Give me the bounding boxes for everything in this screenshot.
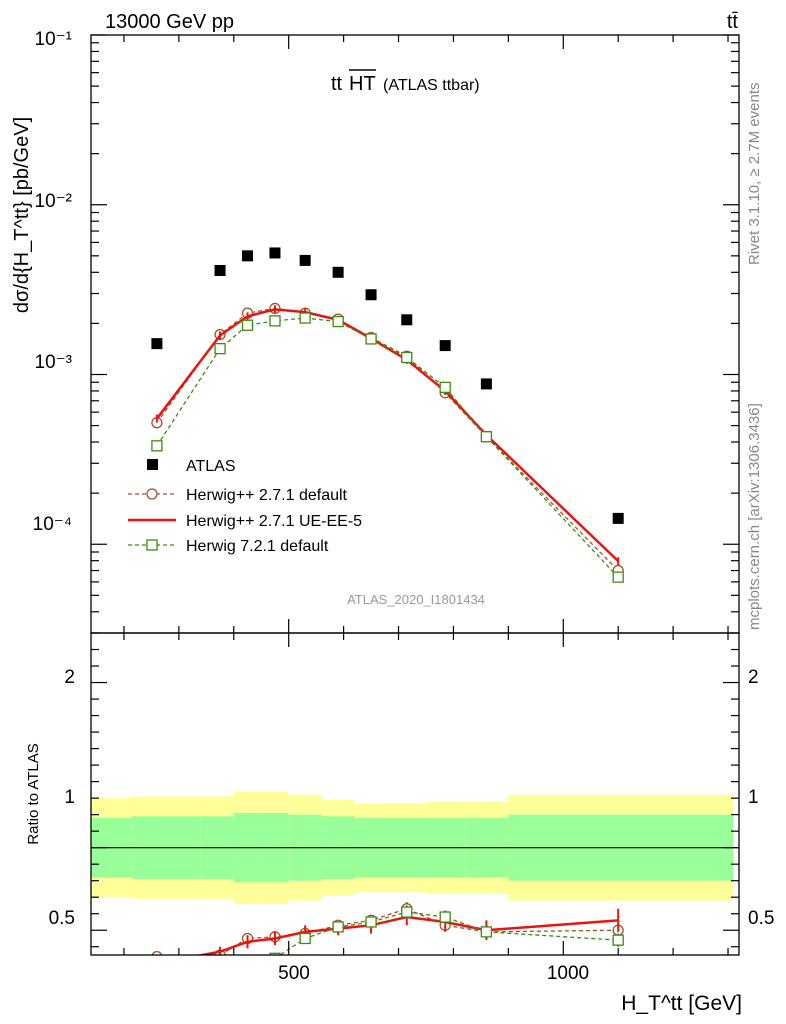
plot-title-main: tt	[331, 73, 343, 95]
atlas-data-point	[151, 338, 163, 350]
legend-label-herwigpp-default: Herwig++ 2.7.1 default	[186, 487, 348, 504]
ytick-label-1e-3: 10⁻³	[35, 352, 73, 373]
legend-label-herwig7: Herwig 7.2.1 default	[186, 538, 329, 555]
xaxis-label: H_T^tt [GeV]	[621, 992, 742, 1015]
legend-marker-atlas	[147, 459, 158, 470]
herwig7-point	[151, 440, 163, 452]
herwig7-point	[480, 431, 493, 443]
atlas-data-point	[214, 264, 226, 276]
atlas-data-point	[612, 512, 624, 524]
ratio-ytick-right-1: 1	[748, 787, 759, 808]
ytick-label-1e-1: 10⁻¹	[35, 29, 73, 50]
herwig7-point	[332, 315, 344, 328]
herwig7-point	[241, 319, 254, 331]
ratio-herwig7-point	[152, 967, 162, 977]
ratio-panel: Ratio to ATLAS 2 1 0.5 2 1 0.5 500 1000 …	[25, 632, 774, 1015]
ratio-ytick-right-2: 2	[748, 667, 759, 688]
ratio-herwig7-point	[365, 916, 377, 928]
atlas-data-point	[242, 250, 254, 262]
ytick-label-1e-4: 10⁻⁴	[33, 514, 72, 535]
ratio-ytick-left-2: 2	[64, 667, 75, 688]
ratio-herwig7-point	[269, 952, 281, 955]
atlas-data-point	[365, 289, 377, 301]
atlas-data-point	[480, 378, 492, 390]
legend-marker-herwigpp-default	[146, 488, 158, 500]
ratio-herwig7-point	[401, 906, 413, 918]
atlas-data-point	[269, 247, 281, 259]
ratio-ylabel: Ratio to ATLAS	[25, 743, 42, 844]
plot-title-overline: HT	[349, 73, 376, 95]
ratio-herwig7-point	[332, 921, 344, 933]
main-series-group	[151, 247, 624, 583]
herwig7-point	[612, 571, 624, 583]
main-panel: tt HT (ATLAS ttbar) dσ/d{H_T^tt} [pb/GeV…	[11, 29, 740, 634]
ratio-frame	[90, 632, 740, 956]
ratio-ytick-left-0-5: 0.5	[49, 908, 75, 929]
ratio-ytick-right-0-5: 0.5	[748, 908, 774, 929]
atlas-data-point	[299, 254, 311, 266]
process-label: tt̄	[727, 11, 739, 33]
xtick-label-1000: 1000	[547, 963, 589, 984]
ratio-herwig7-point	[612, 934, 624, 946]
herwig7-point	[299, 312, 311, 324]
ratio-herwig7-point	[215, 958, 225, 968]
ratio-herwig7-point	[480, 926, 493, 938]
herwig7-point	[214, 342, 226, 355]
legend-label-atlas: ATLAS	[186, 458, 236, 475]
analysis-id: ATLAS_2020_I1801434	[347, 592, 485, 607]
herwig7-point	[439, 381, 451, 393]
ratio-uncertainty-bands	[91, 791, 739, 904]
atlas-data-point	[439, 340, 451, 352]
ratio-herwigpp-default-point	[151, 951, 163, 955]
atlas-data-point	[332, 266, 344, 278]
plot-title-suffix: (ATLAS ttbar)	[383, 77, 480, 94]
ratio-herwig7-point	[439, 911, 451, 923]
ratio-series-line-1	[195, 915, 619, 955]
legend-label-herwigpp-ueee5: Herwig++ 2.7.1 UE-EE-5	[186, 513, 362, 530]
ratio-series-group	[151, 902, 624, 977]
legend-marker-herwig7	[146, 539, 158, 551]
herwig7-point	[269, 315, 281, 327]
ytick-label-1e-2: 10⁻²	[35, 191, 73, 212]
ratio-ytick-left-1: 1	[64, 787, 75, 808]
legend: ATLAS Herwig++ 2.7.1 default Herwig++ 2.…	[128, 458, 362, 555]
energy-label: 13000 GeV pp	[105, 11, 234, 33]
atlas-data-point	[401, 314, 413, 326]
herwig7-point	[365, 333, 377, 345]
mcplots-label: mcplots.cern.ch [arXiv:1306.3436]	[746, 403, 763, 630]
rivet-label: Rivet 3.1.10, ≥ 2.7M events	[746, 83, 763, 266]
ratio-axis-ticks	[91, 633, 739, 955]
ratio-herwig7-point	[299, 932, 311, 945]
main-ylabel: dσ/d{H_T^tt} [pb/GeV]	[11, 117, 33, 313]
ratio-herwig7-point	[243, 958, 253, 968]
herwig7-point	[401, 351, 413, 364]
xtick-label-500: 500	[278, 963, 310, 984]
main-axis-ticks	[91, 34, 739, 634]
